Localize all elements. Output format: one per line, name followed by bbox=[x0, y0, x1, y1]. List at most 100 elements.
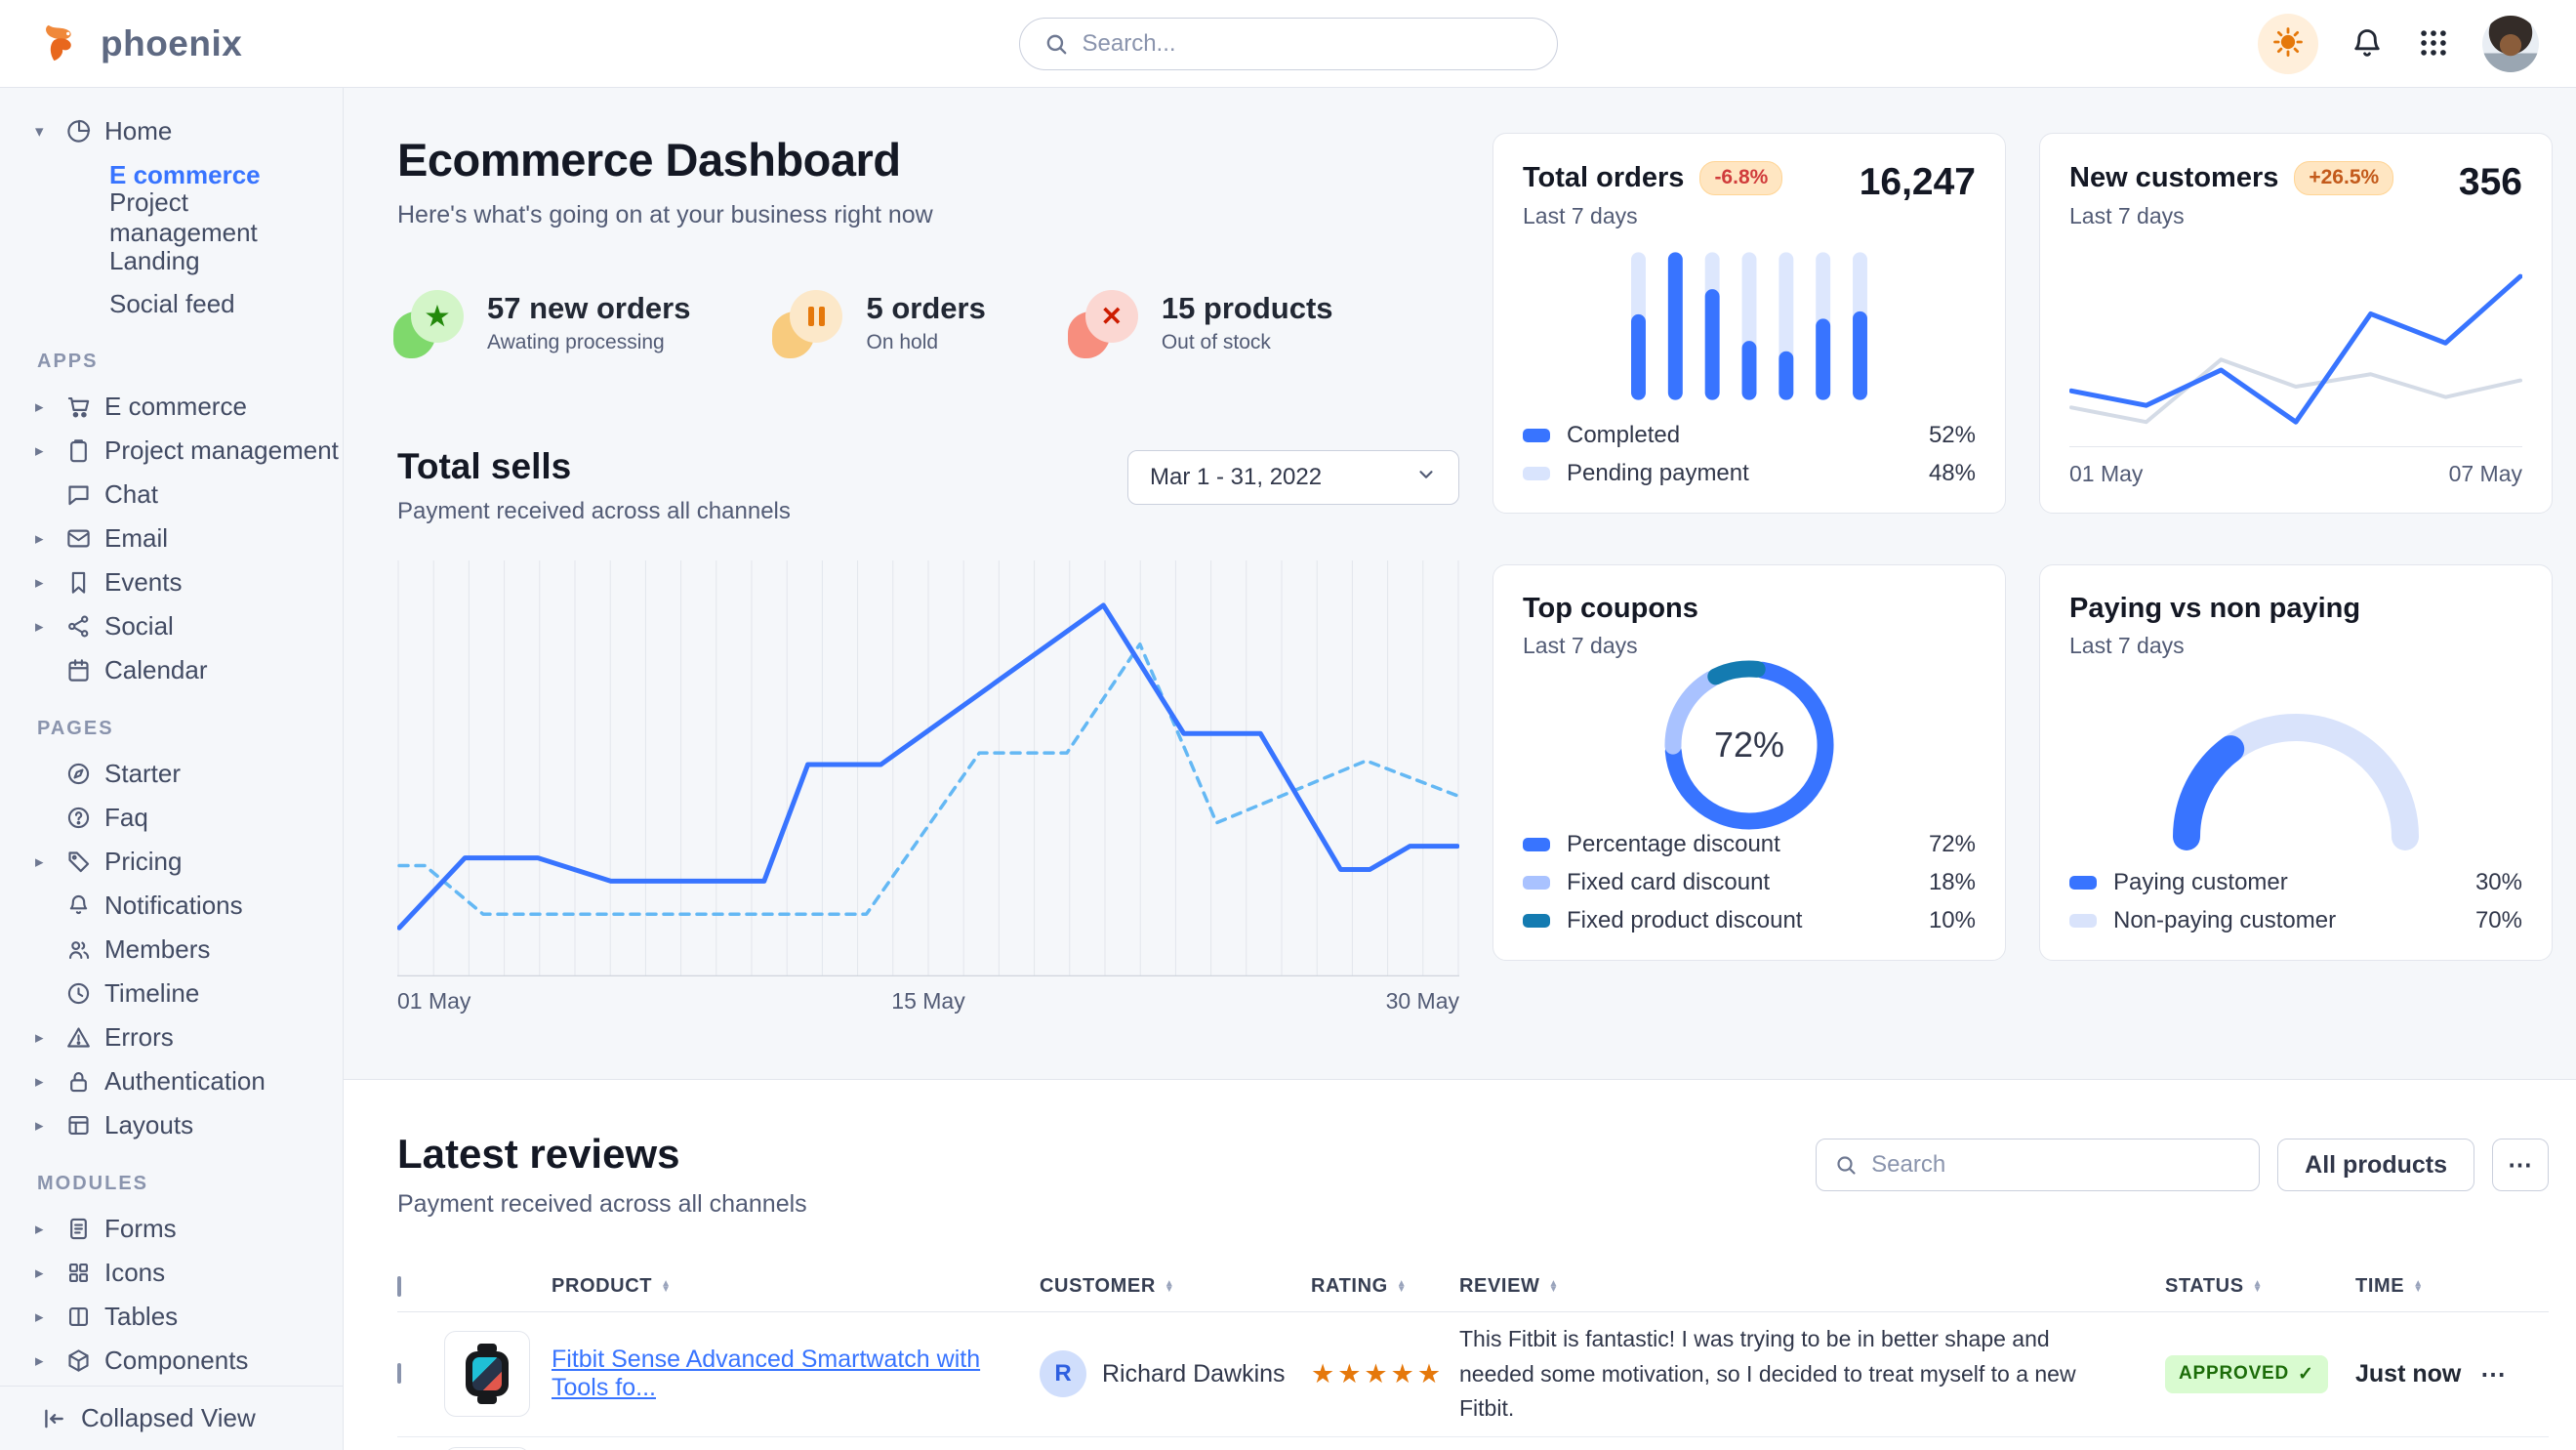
caret-right-icon: ▸ bbox=[35, 441, 44, 460]
compass-icon bbox=[65, 761, 92, 787]
sidebar-item-pricing[interactable]: ▸ Pricing bbox=[35, 840, 327, 884]
sidebar-section-apps: APPS bbox=[37, 351, 99, 372]
column-header-rating[interactable]: RATING ▲ ▼ bbox=[1311, 1275, 1408, 1297]
sidebar: ▾ Home E commerce Project management Landin… bbox=[0, 88, 344, 1450]
sidebar-subitem-landing[interactable]: Landing bbox=[109, 245, 200, 275]
table-row: Fitbit Sense Advanced Smartwatch with To… bbox=[397, 1312, 2549, 1437]
sidebar-item-notifications[interactable]: Notifications bbox=[35, 884, 327, 928]
select-all-checkbox[interactable] bbox=[397, 1275, 401, 1297]
legend-item-percentage-discount: Percentage discount 72% bbox=[1523, 831, 1976, 858]
row-checkbox[interactable] bbox=[397, 1363, 401, 1385]
sidebar-item-label: Project management bbox=[104, 435, 339, 465]
global-search[interactable] bbox=[1018, 17, 1558, 70]
brand[interactable]: phoenix bbox=[41, 23, 242, 64]
all-products-button[interactable]: All products bbox=[2277, 1139, 2474, 1191]
date-range-value: Mar 1 - 31, 2022 bbox=[1150, 464, 1323, 490]
sidebar-item-social[interactable]: ▸ Social bbox=[35, 604, 327, 648]
axis-label-end: 07 May bbox=[2448, 461, 2522, 486]
reviews-search[interactable] bbox=[1816, 1139, 2261, 1191]
total-sells-title: Total sells bbox=[397, 446, 572, 486]
theme-toggle-button[interactable] bbox=[2258, 13, 2318, 74]
total-orders-legend: Completed 52% Pending payment 48% bbox=[1523, 422, 1976, 487]
package-icon bbox=[65, 1347, 92, 1374]
customer-avatar: R bbox=[1040, 1350, 1086, 1398]
legend-swatch bbox=[1523, 467, 1550, 480]
legend-label: Fixed product discount bbox=[1567, 907, 1803, 933]
sidebar-item-events[interactable]: ▸ Events bbox=[35, 560, 327, 604]
column-header-product[interactable]: PRODUCT ▲ ▼ bbox=[552, 1275, 672, 1297]
caret-right-icon: ▸ bbox=[35, 529, 44, 548]
phoenix-logo-icon bbox=[46, 24, 71, 61]
sidebar-item-authentication[interactable]: ▸ Authentication bbox=[35, 1059, 327, 1103]
caret-down-icon: ▾ bbox=[35, 122, 44, 141]
axis-tick-label: 15 May bbox=[891, 988, 965, 1014]
sort-icon: ▲ ▼ bbox=[2252, 1277, 2264, 1295]
sidebar-item-calendar[interactable]: Calendar bbox=[35, 648, 327, 692]
caret-right-icon: ▸ bbox=[35, 1116, 44, 1135]
sidebar-item-errors[interactable]: ▸ Errors bbox=[35, 1015, 327, 1059]
rating-stars: ★★★★★ bbox=[1311, 1358, 1445, 1388]
legend-swatch bbox=[1523, 876, 1550, 890]
trend-badge: +26.5% bbox=[2294, 161, 2394, 195]
legend-swatch bbox=[2069, 914, 2097, 928]
collapse-sidebar-button[interactable]: Collapsed View bbox=[0, 1386, 343, 1450]
date-range-select[interactable]: Mar 1 - 31, 2022 bbox=[1127, 450, 1459, 505]
sidebar-item-timeline[interactable]: Timeline bbox=[35, 972, 327, 1015]
sidebar-item-label: Notifications bbox=[104, 891, 243, 920]
caret-right-icon: ▸ bbox=[35, 1307, 44, 1326]
caret-right-icon: ▸ bbox=[35, 852, 44, 871]
card-title: Top coupons bbox=[1523, 593, 1698, 624]
sidebar-item-icons[interactable]: ▸ Icons bbox=[35, 1251, 327, 1295]
check-icon: ✓ bbox=[2298, 1363, 2314, 1385]
apps-grid-button[interactable] bbox=[2416, 26, 2451, 62]
column-header-status[interactable]: STATUS ▲ ▼ bbox=[2165, 1275, 2264, 1297]
column-header-customer[interactable]: CUSTOMER ▲ ▼ bbox=[1040, 1275, 1175, 1297]
sidebar-item-e-commerce[interactable]: ▸ E commerce bbox=[35, 385, 327, 429]
sidebar-subitem-project-management[interactable]: Project management bbox=[109, 187, 258, 247]
sidebar-item-tables[interactable]: ▸ Tables bbox=[35, 1295, 327, 1339]
sidebar-item-label: Calendar bbox=[104, 655, 208, 684]
sidebar-subitem-social-feed[interactable]: Social feed bbox=[109, 288, 235, 318]
sidebar-item-components[interactable]: ▸ Components bbox=[35, 1339, 327, 1383]
sidebar-item-project-management[interactable]: ▸ Project management bbox=[35, 429, 339, 473]
legend-value: 10% bbox=[1928, 907, 1976, 933]
product-link[interactable]: Fitbit Sense Advanced Smartwatch with To… bbox=[552, 1346, 981, 1402]
question-icon bbox=[65, 805, 92, 831]
legend-swatch bbox=[1523, 429, 1550, 442]
column-header-time[interactable]: TIME ▲ ▼ bbox=[2355, 1275, 2424, 1297]
sidebar-item-chat[interactable]: Chat bbox=[35, 473, 327, 517]
sidebar-item-starter[interactable]: Starter bbox=[35, 752, 327, 796]
legend-swatch bbox=[2069, 876, 2097, 890]
stat-sub: Awating processing bbox=[487, 330, 665, 353]
file-icon bbox=[65, 1216, 92, 1242]
sidebar-item-label: Icons bbox=[104, 1258, 166, 1287]
legend-label: Fixed card discount bbox=[1567, 869, 1771, 895]
sidebar-item-home[interactable]: ▾ Home bbox=[35, 109, 327, 153]
row-menu-button[interactable]: ⋯ bbox=[2480, 1358, 2507, 1388]
review-text: This Fitbit is fantastic! I was trying t… bbox=[1459, 1326, 2076, 1422]
sort-icon: ▲ ▼ bbox=[1396, 1277, 1408, 1295]
legend-value: 52% bbox=[1928, 422, 1976, 448]
reviews-search-input[interactable] bbox=[1871, 1151, 2242, 1179]
sidebar-item-email[interactable]: ▸ Email bbox=[35, 517, 327, 560]
sidebar-subitem-e-commerce[interactable]: E commerce bbox=[109, 159, 261, 189]
column-header-review[interactable]: REVIEW ▲ ▼ bbox=[1459, 1275, 1559, 1297]
caret-right-icon: ▸ bbox=[35, 397, 44, 416]
stat-danger-icon: ✕ bbox=[1067, 290, 1138, 358]
sidebar-item-forms[interactable]: ▸ Forms bbox=[35, 1207, 327, 1251]
gridicons-icon bbox=[65, 1260, 92, 1286]
top-navbar: phoenix bbox=[0, 0, 2576, 88]
card-period: Last 7 days bbox=[1523, 633, 1638, 658]
notifications-button[interactable] bbox=[2350, 26, 2385, 62]
global-search-input[interactable] bbox=[1082, 29, 1533, 58]
legend-label: Paying customer bbox=[2113, 869, 2288, 895]
user-avatar[interactable] bbox=[2482, 15, 2539, 72]
more-options-button[interactable]: ⋯ bbox=[2492, 1139, 2549, 1191]
sidebar-item-members[interactable]: Members bbox=[35, 928, 327, 972]
total-sells-subtitle: Payment received across all channels bbox=[397, 498, 791, 524]
sidebar-item-layouts[interactable]: ▸ Layouts bbox=[35, 1103, 327, 1147]
product-thumbnail[interactable] bbox=[444, 1331, 530, 1418]
legend-swatch bbox=[1523, 838, 1550, 851]
sidebar-item-label: Members bbox=[104, 934, 211, 964]
sidebar-item-faq[interactable]: Faq bbox=[35, 796, 327, 840]
